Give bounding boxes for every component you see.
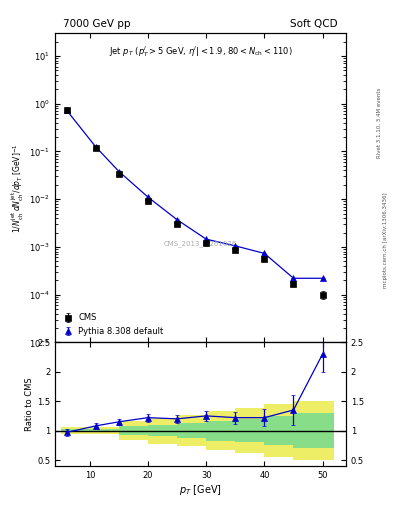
Text: 7000 GeV pp: 7000 GeV pp: [63, 19, 130, 29]
Y-axis label: Ratio to CMS: Ratio to CMS: [25, 377, 34, 431]
Text: mcplots.cern.ch [arXiv:1306.3436]: mcplots.cern.ch [arXiv:1306.3436]: [383, 193, 387, 288]
Y-axis label: $1/N_\mathrm{ch}^\mathrm{jet}\,dN_\mathrm{ch}^\mathrm{jet}/dp_T\;[\mathrm{GeV}]^: $1/N_\mathrm{ch}^\mathrm{jet}\,dN_\mathr…: [10, 143, 26, 232]
Text: Soft QCD: Soft QCD: [290, 19, 338, 29]
Legend: CMS, Pythia 8.308 default: CMS, Pythia 8.308 default: [59, 311, 166, 338]
Text: Rivet 3.1.10, 3.4M events: Rivet 3.1.10, 3.4M events: [377, 88, 382, 158]
Text: CMS_2013_I1261026: CMS_2013_I1261026: [164, 240, 237, 247]
Text: Jet $p_T$ ($p_T^l$$>$5 GeV, $\eta^l$$|$$<$1.9, 80$<$$N_\mathrm{ch}$$<$110): Jet $p_T$ ($p_T^l$$>$5 GeV, $\eta^l$$|$$…: [108, 44, 292, 59]
X-axis label: $p_T$ [GeV]: $p_T$ [GeV]: [179, 482, 222, 497]
